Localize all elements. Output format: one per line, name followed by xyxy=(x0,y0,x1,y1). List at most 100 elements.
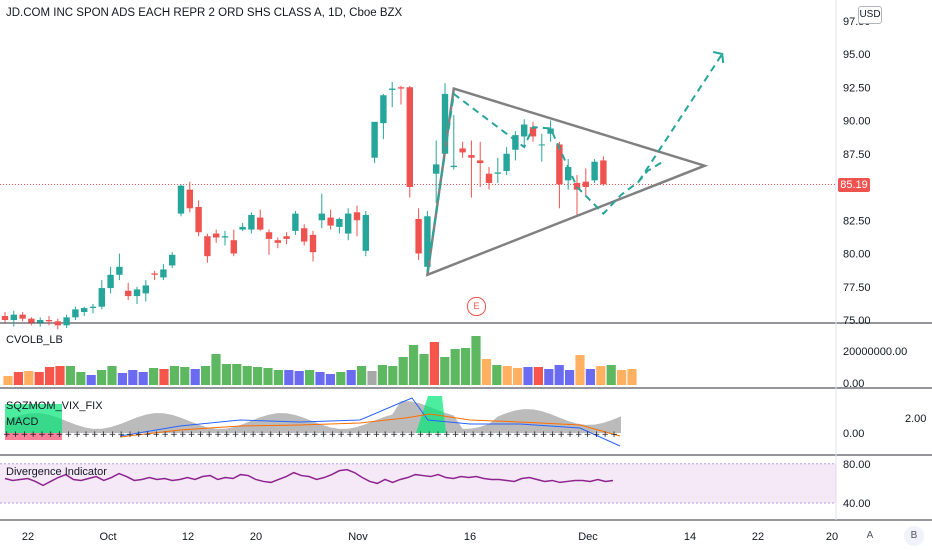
candle xyxy=(380,95,387,124)
triangle-pattern xyxy=(425,86,709,277)
momentum-pane[interactable]: + + + + + + + + + + + + + + + + + + + + + + + + + + + + + + + + + + + + + + + +… xyxy=(3,396,621,447)
price-tick-label: 87.50 xyxy=(843,149,871,161)
volume-bar xyxy=(201,366,211,385)
divergence-tick-label: 80.00 xyxy=(843,459,871,471)
momentum-indicator-label[interactable]: SQZMOM_VIX_FIX xyxy=(6,400,103,412)
candle xyxy=(292,213,299,231)
grid-lines xyxy=(0,0,932,521)
squeeze-dot: + xyxy=(258,430,266,440)
log-scale-button[interactable]: B xyxy=(904,526,924,546)
volume-bar xyxy=(627,369,637,385)
candle xyxy=(327,217,334,226)
squeeze-dot: + xyxy=(346,430,354,440)
squeeze-dot: + xyxy=(117,430,125,440)
squeeze-dot: + xyxy=(73,430,81,440)
divergence-tick-label: 40.00 xyxy=(843,498,871,510)
axes: 97.5095.0092.5090.0087.5082.5080.0077.50… xyxy=(22,16,907,543)
chart-title: JD.COM INC SPON ADS EACH REPR 2 ORD SHS … xyxy=(6,7,403,19)
squeeze-dot: + xyxy=(364,430,372,440)
signal-line xyxy=(119,413,621,438)
candle xyxy=(45,320,53,322)
volume-bar xyxy=(232,364,242,385)
squeeze-dot: + xyxy=(531,430,539,440)
volume-bar xyxy=(336,372,346,385)
volume-bar xyxy=(159,369,169,385)
candle xyxy=(169,254,176,266)
candle xyxy=(283,236,290,239)
divergence-indicator-label[interactable]: Divergence Indicator xyxy=(6,466,107,478)
macd-indicator-label[interactable]: MACD xyxy=(6,416,39,428)
volume-bar xyxy=(169,366,179,385)
candle xyxy=(72,309,79,318)
candle xyxy=(116,266,123,275)
volume-bar xyxy=(180,367,190,385)
candle xyxy=(186,189,193,209)
volume-bar xyxy=(461,348,471,385)
auto-scale-button[interactable]: A xyxy=(866,530,874,541)
squeeze-dot: + xyxy=(223,430,231,440)
candle xyxy=(538,144,545,146)
divergence-pane[interactable] xyxy=(0,463,836,504)
squeeze-dot: + xyxy=(126,430,134,440)
candle xyxy=(353,212,361,221)
squeeze-dot: + xyxy=(170,430,178,440)
volume-bar xyxy=(305,370,315,385)
squeeze-dot: + xyxy=(584,430,592,440)
squeeze-dot: + xyxy=(311,430,319,440)
squeeze-dot: + xyxy=(390,430,398,440)
volume-bar xyxy=(128,370,138,385)
volume-bar xyxy=(523,367,533,385)
candle xyxy=(28,318,35,323)
candle xyxy=(345,213,352,234)
squeeze-dot: + xyxy=(329,430,337,440)
candle xyxy=(406,87,413,187)
candle xyxy=(521,124,528,137)
squeeze-dot: + xyxy=(443,430,451,440)
squeeze-dot: + xyxy=(293,430,301,440)
time-tick-label: Nov xyxy=(348,531,368,543)
volume-bar xyxy=(190,369,200,385)
candle xyxy=(257,217,264,230)
candle xyxy=(591,161,598,181)
squeeze-dot: + xyxy=(241,430,249,440)
squeeze-dot: + xyxy=(575,430,583,440)
squeeze-dot: + xyxy=(487,430,495,440)
volume-bar xyxy=(55,366,65,385)
squeeze-dot: + xyxy=(153,430,161,440)
earnings-marker[interactable]: E xyxy=(467,297,486,316)
squeeze-dot: + xyxy=(478,430,486,440)
volume-bar xyxy=(34,372,44,385)
squeeze-dot: + xyxy=(417,430,425,440)
candle xyxy=(10,314,17,320)
candle xyxy=(133,289,141,297)
candle xyxy=(573,183,581,190)
volume-indicator-label[interactable]: CVOLB_LB xyxy=(6,334,63,346)
volume-tick-label: 20000000.00 xyxy=(843,346,907,358)
projection-arrowhead xyxy=(712,51,725,64)
candle xyxy=(477,160,484,164)
squeeze-dot: + xyxy=(610,430,618,440)
squeeze-dot: + xyxy=(12,430,20,440)
volume-bar xyxy=(565,370,575,385)
price-pane[interactable] xyxy=(1,51,725,330)
volume-bar xyxy=(242,366,252,385)
candle xyxy=(160,269,167,278)
currency-button[interactable]: USD xyxy=(858,6,882,24)
volume-bar xyxy=(585,369,595,385)
candle xyxy=(54,321,61,326)
candle xyxy=(362,214,369,251)
price-tick-label: 77.50 xyxy=(843,282,871,294)
squeeze-dot: + xyxy=(285,430,293,440)
candle xyxy=(248,214,255,230)
volume-bar xyxy=(533,367,543,385)
volume-pane[interactable] xyxy=(3,336,637,385)
candle xyxy=(213,233,220,238)
candle xyxy=(239,226,246,230)
candle xyxy=(556,144,563,185)
squeeze-dot: + xyxy=(434,430,442,440)
volume-bar xyxy=(24,371,34,385)
divergence-band xyxy=(0,463,836,503)
candle xyxy=(274,240,281,243)
divergence-line xyxy=(4,468,614,487)
